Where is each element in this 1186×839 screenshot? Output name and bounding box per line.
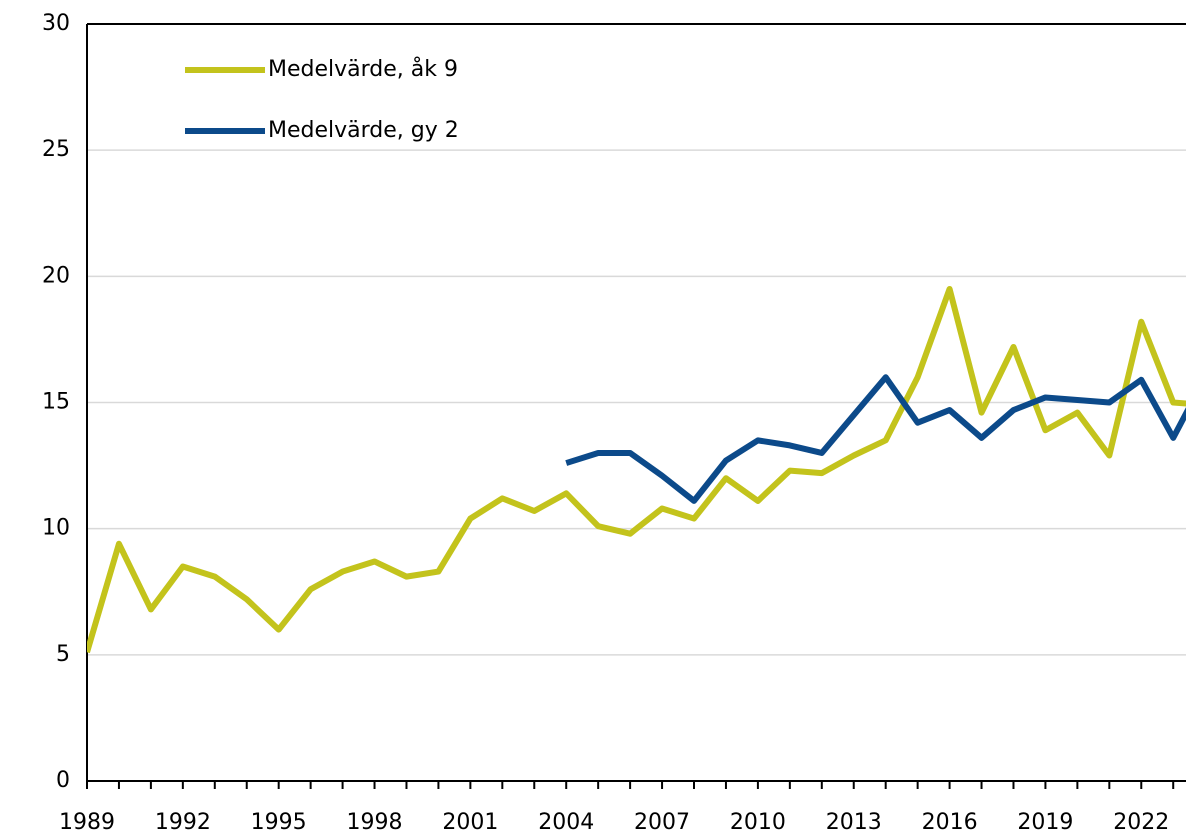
x-tick-label: 2019 [1017,810,1073,835]
y-tick-label: 5 [56,642,70,667]
x-tick-label: 2004 [538,810,594,835]
series-line [87,285,1186,654]
y-tick-label: 15 [42,390,70,415]
x-tick-label: 2001 [442,810,498,835]
y-tick-label: 20 [42,263,70,288]
x-tick-label: 2016 [922,810,978,835]
x-tick-label: 1995 [251,810,307,835]
x-tick-label: 1992 [155,810,211,835]
y-tick-label: 25 [42,137,70,162]
y-tick-label: 30 [42,11,70,36]
x-tick-label: 2007 [634,810,690,835]
legend-label: Medelvärde, åk 9 [268,56,458,82]
x-tick-label: 2010 [730,810,786,835]
y-tick-label: 0 [56,768,70,793]
plot-area [87,285,1186,654]
x-tick-label: 2013 [826,810,882,835]
x-tick-label: 1998 [347,810,403,835]
x-tick-label: 2022 [1113,810,1169,835]
x-tick-label: 1989 [59,810,115,835]
legend-label: Medelvärde, gy 2 [268,118,459,143]
y-tick-label: 10 [42,516,70,541]
series-line [565,374,1186,504]
